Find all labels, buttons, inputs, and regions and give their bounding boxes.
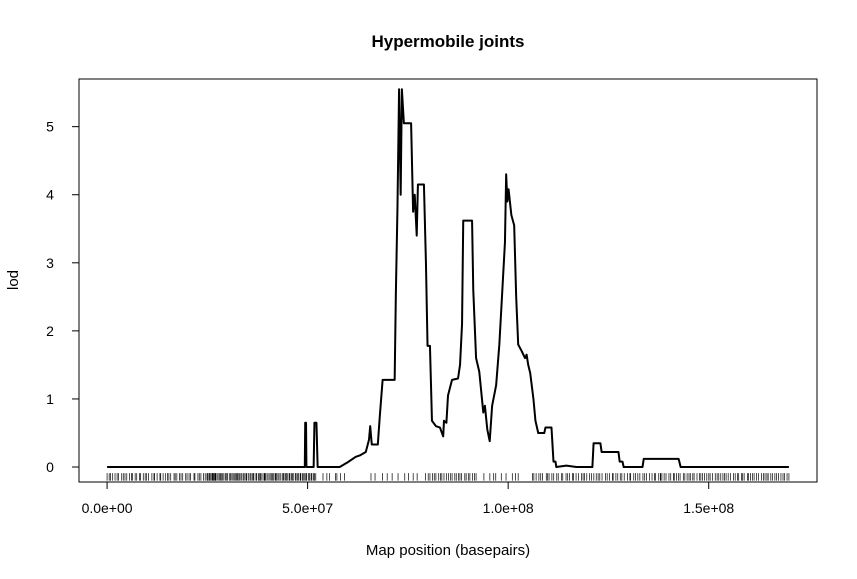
- marker-rug: [106, 473, 790, 481]
- plot-frame: [78, 78, 818, 483]
- x-axis-label: Map position (basepairs): [366, 542, 530, 559]
- x-tick-label: 1.5e+08: [683, 500, 734, 516]
- x-axis: 0.0e+00 5.0e+07 1.0e+08 1.5e+08: [82, 481, 734, 516]
- y-tick-label: 3: [46, 255, 54, 271]
- x-tick-label: 5.0e+07: [282, 500, 333, 516]
- y-tick-label: 5: [46, 119, 54, 135]
- series-group: [107, 88, 789, 469]
- y-tick-label: 0: [46, 459, 54, 475]
- y-tick-label: 4: [46, 187, 54, 203]
- chart-title: Hypermobile joints: [371, 32, 524, 51]
- y-axis: 0 1 2 3 4 5: [46, 119, 80, 475]
- y-tick-label: 2: [46, 323, 54, 339]
- x-tick-label: 0.0e+00: [82, 500, 133, 516]
- x-tick-label: 1.0e+08: [483, 500, 534, 516]
- y-axis-label: lod: [5, 270, 22, 290]
- lod-series-line: [107, 88, 789, 469]
- y-tick-label: 1: [46, 391, 54, 407]
